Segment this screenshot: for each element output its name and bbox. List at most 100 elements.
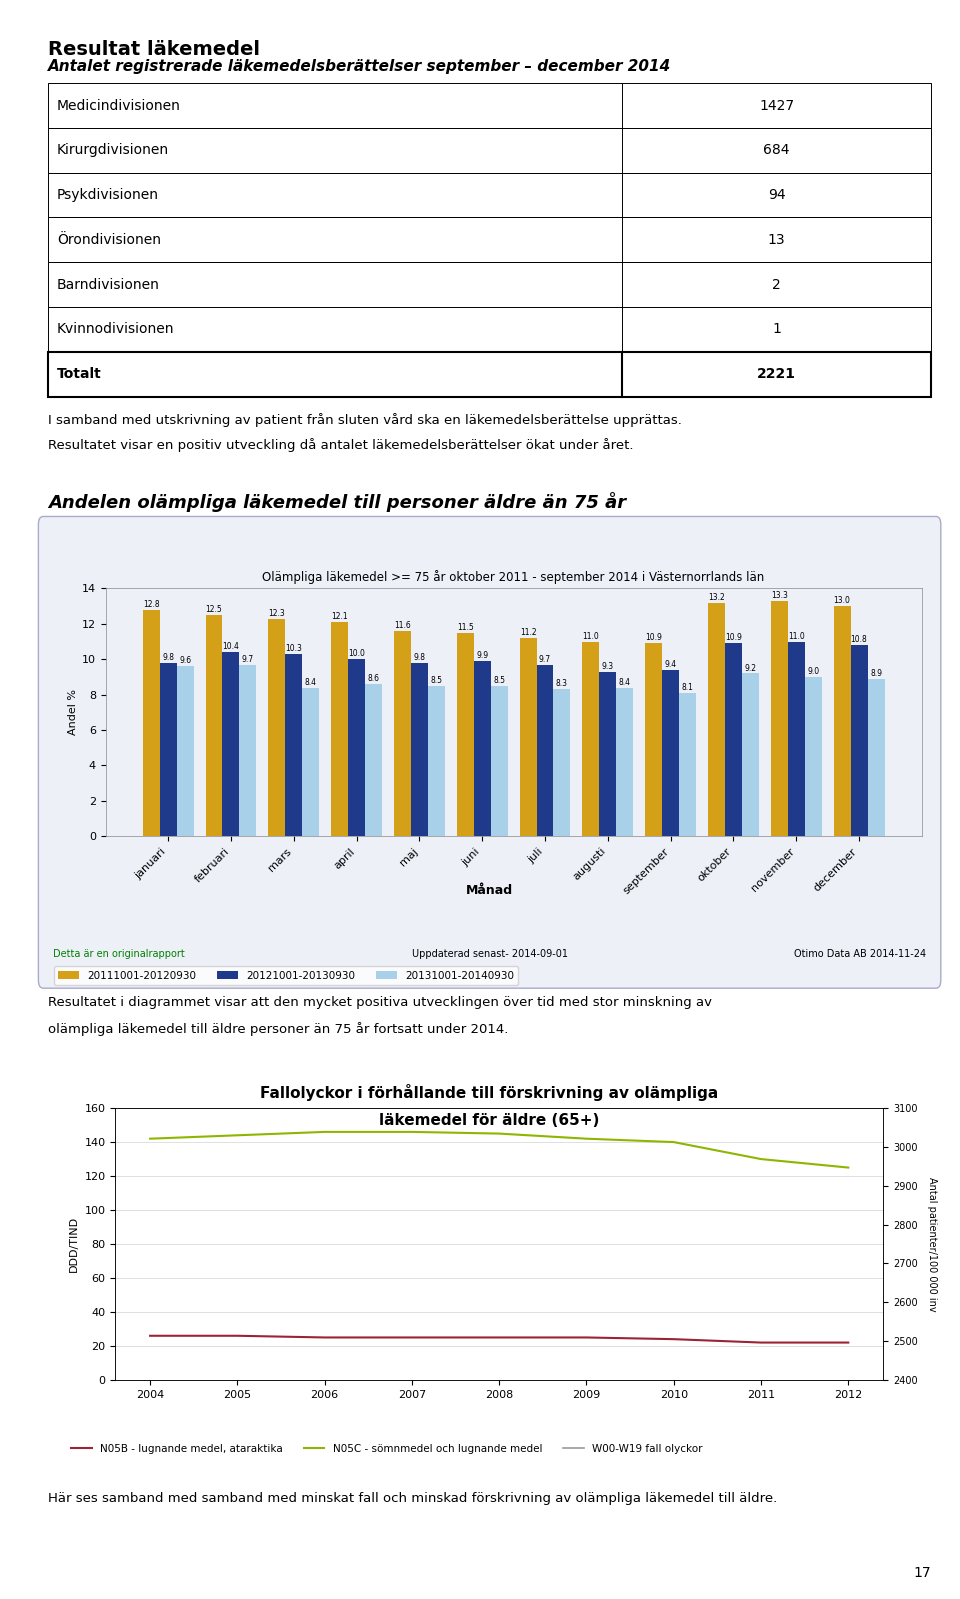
Text: olämpliga läkemedel till äldre personer än 75 år fortsatt under 2014.: olämpliga läkemedel till äldre personer … (48, 1022, 509, 1036)
Text: Uppdaterad senast- 2014-09-01: Uppdaterad senast- 2014-09-01 (412, 950, 567, 959)
Bar (771, 601, 788, 836)
Bar (48, 217, 931, 262)
Text: 2221: 2221 (757, 368, 796, 381)
Text: Här ses samband med samband med minskat fall och minskad förskrivning av olämpli: Här ses samband med samband med minskat … (48, 1492, 778, 1505)
N05C - sömnmedel och lugnande medel (843, 1158, 854, 1177)
Bar (365, 684, 382, 836)
Legend: N05B - lugnande medel, ataraktika, N05C - sömnmedel och lugnande medel, W00-W19 : N05B - lugnande medel, ataraktika, N05C … (66, 1439, 707, 1458)
Bar (48, 262, 931, 307)
Bar (742, 673, 759, 836)
Text: Fallolyckor i förhållande till förskrivning av olämpliga: Fallolyckor i förhållande till förskrivn… (260, 1084, 719, 1102)
Text: 17: 17 (914, 1565, 931, 1580)
N05C - sömnmedel och lugnande medel (406, 1122, 418, 1142)
Text: Medicindivisionen: Medicindivisionen (57, 99, 180, 112)
Text: Resultat läkemedel: Resultat läkemedel (48, 40, 260, 59)
N05B - lugnande medel, ataraktika (493, 1327, 505, 1346)
Bar (519, 638, 537, 836)
N05C - sömnmedel och lugnande medel (144, 1129, 156, 1148)
Text: 11.0: 11.0 (788, 632, 804, 641)
Bar (599, 672, 616, 836)
Text: 10.4: 10.4 (223, 643, 239, 651)
N05C - sömnmedel och lugnande medel (756, 1150, 767, 1169)
N05C - sömnmedel och lugnande medel (319, 1122, 330, 1142)
Text: 9.7: 9.7 (539, 654, 551, 664)
Y-axis label: DDD/TIND: DDD/TIND (69, 1215, 79, 1273)
Bar (394, 632, 411, 836)
Bar (868, 678, 884, 836)
Text: 12.8: 12.8 (143, 600, 159, 609)
Text: 9.2: 9.2 (744, 664, 756, 673)
Text: 8.5: 8.5 (430, 676, 443, 684)
N05C - sömnmedel och lugnande medel (493, 1124, 505, 1143)
Bar (491, 686, 508, 836)
Text: Psykdivisionen: Psykdivisionen (57, 189, 158, 201)
Bar (205, 616, 223, 836)
Bar (662, 670, 679, 836)
Bar (428, 686, 444, 836)
Text: 9.8: 9.8 (162, 652, 174, 662)
Bar (833, 606, 851, 836)
Text: 11.0: 11.0 (583, 632, 599, 641)
Text: 1: 1 (772, 323, 781, 336)
Bar (223, 652, 239, 836)
N05B - lugnande medel, ataraktika (668, 1330, 680, 1350)
Bar (331, 622, 348, 836)
Text: Otimo Data AB 2014-11-24: Otimo Data AB 2014-11-24 (794, 950, 926, 959)
Text: 1427: 1427 (759, 99, 794, 112)
N05C - sömnmedel och lugnande medel (581, 1129, 592, 1148)
Text: 13: 13 (768, 233, 785, 246)
N05C - sömnmedel och lugnande medel (668, 1132, 680, 1151)
Text: 11.2: 11.2 (519, 628, 537, 636)
Text: 8.5: 8.5 (493, 676, 505, 684)
Bar (302, 688, 319, 836)
Bar (48, 128, 931, 173)
Bar (537, 665, 554, 836)
Text: 10.8: 10.8 (851, 635, 868, 644)
Text: 9.4: 9.4 (664, 660, 677, 668)
Text: 8.4: 8.4 (304, 678, 317, 686)
Text: Månad: Månad (466, 884, 514, 897)
N05B - lugnande medel, ataraktika (406, 1327, 418, 1346)
Text: Kirurgdivisionen: Kirurgdivisionen (57, 144, 169, 157)
Text: 11.6: 11.6 (394, 620, 411, 630)
Text: 8.4: 8.4 (619, 678, 631, 686)
Text: 8.9: 8.9 (870, 668, 882, 678)
Text: 13.3: 13.3 (771, 592, 788, 600)
Bar (143, 609, 159, 836)
Text: 13.2: 13.2 (708, 593, 725, 601)
Bar (159, 664, 177, 836)
Text: 9.7: 9.7 (242, 654, 254, 664)
Text: Barndivisionen: Barndivisionen (57, 278, 159, 291)
Bar (473, 660, 491, 836)
Y-axis label: Andel %: Andel % (67, 689, 78, 736)
Text: 10.0: 10.0 (348, 649, 365, 659)
Bar (48, 83, 931, 128)
Text: Resultatet i diagrammet visar att den mycket positiva utvecklingen över tid med : Resultatet i diagrammet visar att den my… (48, 996, 712, 1009)
Text: Totalt: Totalt (57, 368, 102, 381)
Text: Andelen olämpliga läkemedel till personer äldre än 75 år: Andelen olämpliga läkemedel till persone… (48, 492, 626, 513)
Bar (411, 664, 428, 836)
Text: Örondivisionen: Örondivisionen (57, 233, 161, 246)
N05C - sömnmedel och lugnande medel (231, 1126, 243, 1145)
Text: 10.9: 10.9 (725, 633, 742, 643)
Bar (177, 667, 194, 836)
Text: 11.5: 11.5 (457, 622, 473, 632)
Bar (725, 643, 742, 836)
Text: 9.0: 9.0 (807, 667, 819, 676)
Text: 8.6: 8.6 (368, 675, 379, 683)
Text: 2: 2 (772, 278, 781, 291)
Text: 9.8: 9.8 (414, 652, 425, 662)
N05B - lugnande medel, ataraktika (756, 1334, 767, 1353)
Line: N05B - lugnande medel, ataraktika: N05B - lugnande medel, ataraktika (150, 1335, 849, 1343)
Text: 684: 684 (763, 144, 790, 157)
Text: Kvinnodivisionen: Kvinnodivisionen (57, 323, 175, 336)
Text: läkemedel för äldre (65+): läkemedel för äldre (65+) (379, 1113, 600, 1127)
Text: Detta är en originalrapport: Detta är en originalrapport (53, 950, 184, 959)
N05B - lugnande medel, ataraktika (843, 1334, 854, 1353)
Text: 94: 94 (768, 189, 785, 201)
Bar (708, 603, 725, 836)
Text: 12.5: 12.5 (205, 604, 223, 614)
Bar (679, 692, 696, 836)
Bar (851, 644, 868, 836)
Title: Olämpliga läkemedel >= 75 år oktober 2011 - september 2014 i Västernorrlands län: Olämpliga läkemedel >= 75 år oktober 201… (262, 571, 765, 585)
